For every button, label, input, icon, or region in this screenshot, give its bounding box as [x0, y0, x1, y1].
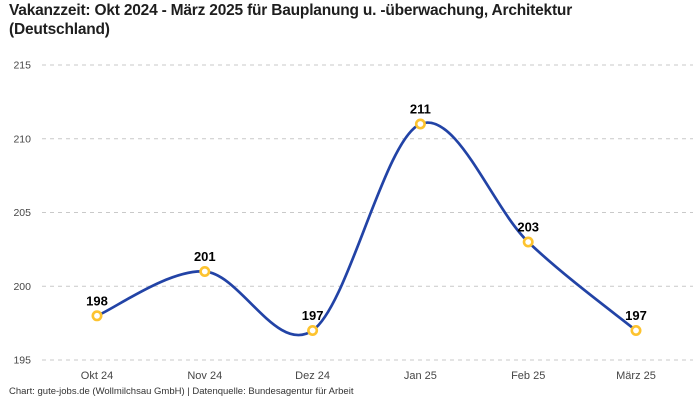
data-point-marker[interactable]: [199, 265, 211, 277]
data-point-marker[interactable]: [307, 324, 319, 336]
data-point-label: 211: [410, 102, 431, 117]
data-point-label: 197: [625, 308, 647, 323]
data-point-label: 198: [86, 293, 108, 308]
data-point-label: 203: [517, 220, 539, 235]
x-tick-label: Jan 25: [404, 370, 437, 382]
data-point-marker[interactable]: [414, 118, 426, 130]
x-tick-label: Okt 24: [81, 370, 113, 382]
y-tick-label: 210: [13, 133, 31, 145]
data-point-marker[interactable]: [630, 324, 642, 336]
x-tick-label: Dez 24: [295, 370, 330, 382]
y-tick-label: 195: [13, 355, 31, 367]
y-tick-label: 200: [13, 281, 31, 293]
data-point-label: 201: [194, 249, 216, 264]
data-point-marker[interactable]: [522, 236, 534, 248]
y-tick-label: 205: [13, 207, 31, 219]
data-point-marker[interactable]: [91, 310, 103, 322]
x-tick-label: Feb 25: [511, 370, 545, 382]
x-tick-label: März 25: [616, 370, 656, 382]
chart-footer: Chart: gute-jobs.de (Wollmilchsau GmbH) …: [9, 386, 354, 397]
chart-title: Vakanzzeit: Okt 2024 - März 2025 für Bau…: [9, 2, 573, 38]
y-tick-label: 215: [13, 60, 31, 72]
series-line: [95, 121, 638, 337]
x-tick-label: Nov 24: [187, 370, 222, 382]
data-point-label: 197: [302, 308, 324, 323]
